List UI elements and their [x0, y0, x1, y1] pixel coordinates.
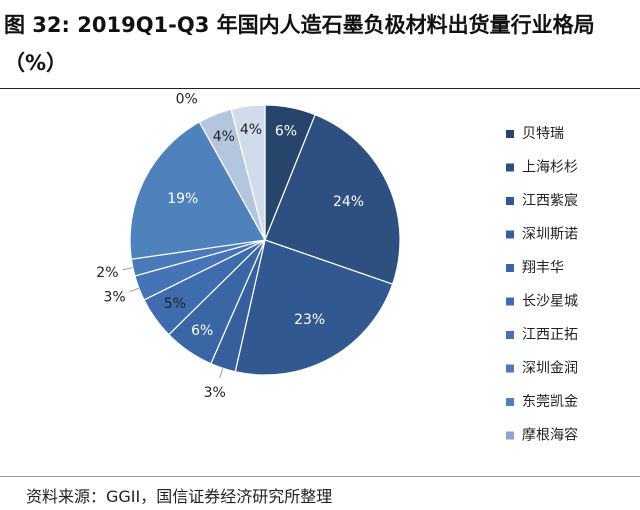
legend-swatch: [506, 264, 514, 272]
data-label: 0%: [176, 91, 198, 107]
pie-slice: [264, 113, 401, 285]
legend-label: 长沙星城: [522, 294, 578, 310]
data-label: 6%: [275, 123, 297, 139]
data-label: 2%: [96, 265, 118, 281]
title-divider: [0, 88, 640, 89]
legend-label: 贝特瑞: [522, 126, 564, 142]
data-label: 23%: [294, 312, 325, 328]
legend-swatch: [506, 364, 514, 373]
source-note: 资料来源：GGII，国信证券经济研究所整理: [26, 487, 333, 506]
legend-label: 深圳斯诺: [522, 227, 578, 243]
legend-label: 东莞凯金: [522, 394, 578, 410]
data-label: 4%: [240, 122, 262, 138]
legend-label: 摩根海容: [522, 427, 578, 444]
legend-swatch: [506, 331, 514, 339]
data-label: 24%: [333, 194, 364, 210]
legend-swatch: [506, 431, 514, 440]
legend-swatch: [506, 297, 514, 306]
data-label: 4%: [213, 129, 235, 145]
leader-lines: [122, 267, 224, 378]
legend-swatch: [506, 230, 514, 239]
legend-label: 江西紫宸: [522, 192, 578, 209]
legend-label: 翔丰华: [522, 260, 564, 276]
data-label: 19%: [167, 191, 198, 207]
data-label: 6%: [191, 323, 213, 339]
legend-label: 深圳金润: [522, 361, 578, 377]
pie-slices: [129, 104, 401, 376]
footer-divider: [0, 476, 640, 477]
leader-line: [219, 368, 224, 378]
legend-swatch: [506, 163, 514, 172]
leader-line: [122, 267, 133, 271]
legend-label: 江西正拓: [522, 327, 578, 343]
data-label: 3%: [103, 289, 125, 305]
legend-swatch: [506, 130, 514, 138]
data-label: 5%: [164, 296, 186, 312]
figure-title: 图 32: 2019Q1-Q3 年国内人造石墨负极材料出货量行业格局（%）: [4, 13, 595, 75]
legend-swatch: [506, 197, 514, 205]
legend-label: 上海杉杉: [522, 160, 578, 176]
pie-chart: 6% 24% 23% 3% 6% 5% 3% 2% 19% 0% 4% 4% 贝特瑞上海杉杉江西紫宸深…: [96, 91, 578, 444]
data-label: 3%: [204, 385, 226, 401]
pie-slice: [230, 104, 266, 241]
legend-swatch: [506, 398, 514, 406]
pie-slice: [234, 239, 394, 376]
leader-line: [129, 287, 140, 293]
data-labels: 6% 24% 23% 3% 6% 5% 3% 2% 19% 0% 4% 4%: [96, 91, 364, 401]
pie-slice: [129, 121, 266, 260]
